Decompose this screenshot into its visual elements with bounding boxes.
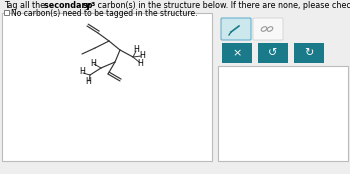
Text: ↺: ↺ [268, 48, 278, 58]
Text: 3: 3 [91, 2, 95, 7]
Text: H: H [133, 45, 139, 54]
Text: ×: × [232, 48, 242, 58]
FancyBboxPatch shape [253, 18, 283, 40]
Text: H: H [137, 58, 143, 68]
Text: H: H [79, 68, 85, 77]
Text: sp: sp [83, 1, 93, 10]
Bar [2, 13, 212, 161]
Text: No carbon(s) need to be tagged in the structure.: No carbon(s) need to be tagged in the st… [11, 9, 197, 18]
FancyBboxPatch shape [258, 43, 288, 63]
FancyBboxPatch shape [222, 43, 252, 63]
FancyBboxPatch shape [221, 18, 251, 40]
Text: Tag all the: Tag all the [4, 1, 48, 10]
Bar [218, 66, 348, 161]
Text: ↻: ↻ [304, 48, 314, 58]
Text: secondary: secondary [44, 1, 93, 10]
Bar [4, 10, 9, 15]
Text: H: H [139, 50, 145, 60]
Text: H: H [90, 58, 96, 68]
FancyBboxPatch shape [294, 43, 324, 63]
Text: carbon(s) in the structure below. If there are none, please check the box below.: carbon(s) in the structure below. If the… [95, 1, 350, 10]
Text: H: H [85, 77, 91, 86]
